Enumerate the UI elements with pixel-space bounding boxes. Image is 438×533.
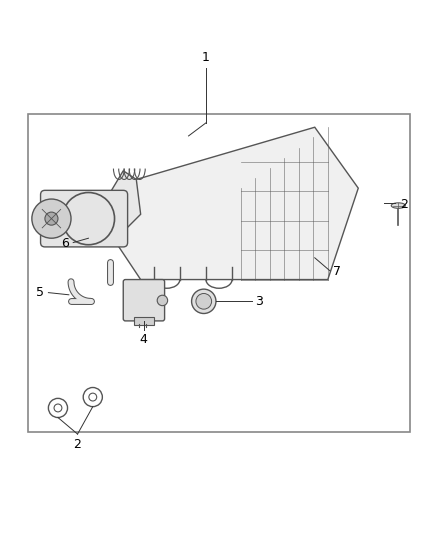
Circle shape (89, 393, 97, 401)
Circle shape (196, 294, 212, 309)
Ellipse shape (391, 203, 405, 208)
Circle shape (48, 398, 67, 417)
Polygon shape (97, 127, 358, 279)
Text: 2: 2 (400, 198, 408, 211)
Text: 4: 4 (140, 333, 148, 346)
Polygon shape (97, 171, 141, 240)
Text: 5: 5 (36, 286, 44, 299)
Circle shape (157, 295, 168, 305)
Text: 1: 1 (202, 51, 210, 64)
Circle shape (191, 289, 216, 313)
Circle shape (32, 199, 71, 238)
Text: 2: 2 (74, 439, 81, 451)
FancyBboxPatch shape (123, 279, 165, 321)
Text: 3: 3 (255, 295, 263, 308)
Bar (134, 318, 154, 325)
Bar (28, 114, 410, 432)
Text: 7: 7 (333, 265, 341, 278)
Circle shape (54, 404, 62, 412)
FancyBboxPatch shape (41, 190, 127, 247)
Text: 6: 6 (61, 237, 69, 250)
Circle shape (83, 387, 102, 407)
Circle shape (45, 212, 58, 225)
